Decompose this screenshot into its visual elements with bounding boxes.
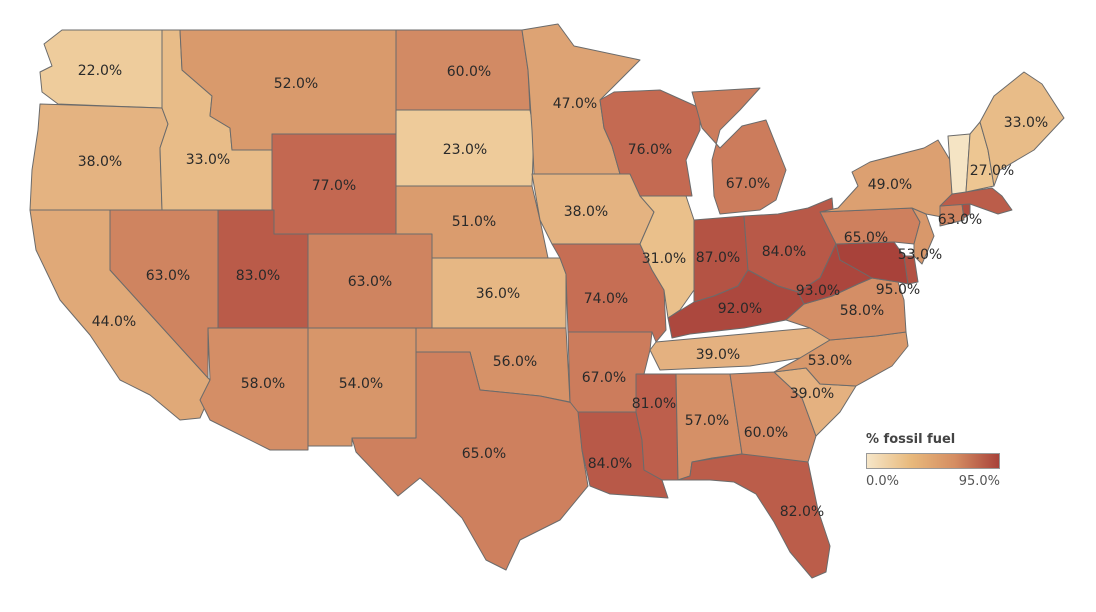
state-label-mo: 74.0% — [584, 291, 628, 307]
state-label-va: 58.0% — [840, 303, 884, 319]
state-label-ks: 36.0% — [476, 286, 520, 302]
legend-max-label: 95.0% — [958, 474, 1000, 489]
state-label-in: 87.0% — [696, 250, 740, 266]
legend-ticks: 0.0% 95.0% — [866, 474, 1000, 489]
state-label-wa: 22.0% — [78, 63, 122, 79]
state-label-nm: 54.0% — [339, 376, 383, 392]
state-label-tn: 39.0% — [696, 347, 740, 363]
state-label-co: 63.0% — [348, 274, 392, 290]
state-label-wi: 76.0% — [628, 142, 672, 158]
state-label-sc: 39.0% — [790, 386, 834, 402]
state-label-md: 95.0% — [876, 282, 920, 298]
state-label-wy: 77.0% — [312, 178, 356, 194]
state-label-ga: 60.0% — [744, 425, 788, 441]
state-label-az: 58.0% — [241, 376, 285, 392]
state-label-ok: 56.0% — [493, 354, 537, 370]
state-label-la: 84.0% — [588, 456, 632, 472]
state-ks[interactable] — [431, 257, 567, 329]
state-me[interactable] — [979, 71, 1065, 187]
state-label-ne: 51.0% — [452, 214, 496, 230]
state-label-mn: 47.0% — [553, 96, 597, 112]
state-md[interactable] — [835, 241, 909, 285]
state-label-ia: 38.0% — [564, 204, 608, 220]
state-nj[interactable] — [911, 207, 935, 265]
state-label-nh: 27.0% — [970, 163, 1014, 179]
legend-min-label: 0.0% — [866, 474, 900, 489]
state-label-ca: 44.0% — [92, 314, 136, 330]
state-label-ky: 92.0% — [718, 301, 762, 317]
state-label-il: 31.0% — [642, 251, 686, 267]
state-mi[interactable] — [691, 87, 787, 215]
state-label-wv: 93.0% — [796, 283, 840, 299]
state-label-ny: 49.0% — [868, 177, 912, 193]
state-label-me: 33.0% — [1004, 115, 1048, 131]
color-legend: % fossil fuel 0.0% 95.0% — [866, 432, 1006, 489]
state-label-al: 57.0% — [685, 413, 729, 429]
state-tx[interactable] — [351, 351, 589, 571]
state-label-ut: 83.0% — [236, 268, 280, 284]
state-label-or: 38.0% — [78, 154, 122, 170]
state-label-id: 33.0% — [186, 152, 230, 168]
state-label-nd: 60.0% — [447, 64, 491, 80]
state-label-ms: 81.0% — [632, 396, 676, 412]
state-label-nc: 53.0% — [808, 353, 852, 369]
state-label-fl: 82.0% — [780, 504, 824, 520]
state-label-pa: 65.0% — [844, 230, 888, 246]
legend-title: % fossil fuel — [866, 432, 956, 447]
state-label-ct: 63.0% — [938, 212, 982, 228]
state-label-ar: 67.0% — [582, 370, 626, 386]
state-label-tx: 65.0% — [462, 446, 506, 462]
legend-gradient-bar — [866, 453, 1000, 469]
state-fl[interactable] — [677, 453, 831, 579]
state-label-mi: 67.0% — [726, 176, 770, 192]
state-label-sd: 23.0% — [443, 142, 487, 158]
state-de[interactable] — [903, 255, 919, 285]
state-label-mt: 52.0% — [274, 76, 318, 92]
state-label-nv: 63.0% — [146, 268, 190, 284]
state-label-nj: 53.0% — [898, 247, 942, 263]
state-wi[interactable] — [599, 89, 701, 197]
state-label-oh: 84.0% — [762, 244, 806, 260]
state-ma[interactable] — [939, 187, 1013, 215]
